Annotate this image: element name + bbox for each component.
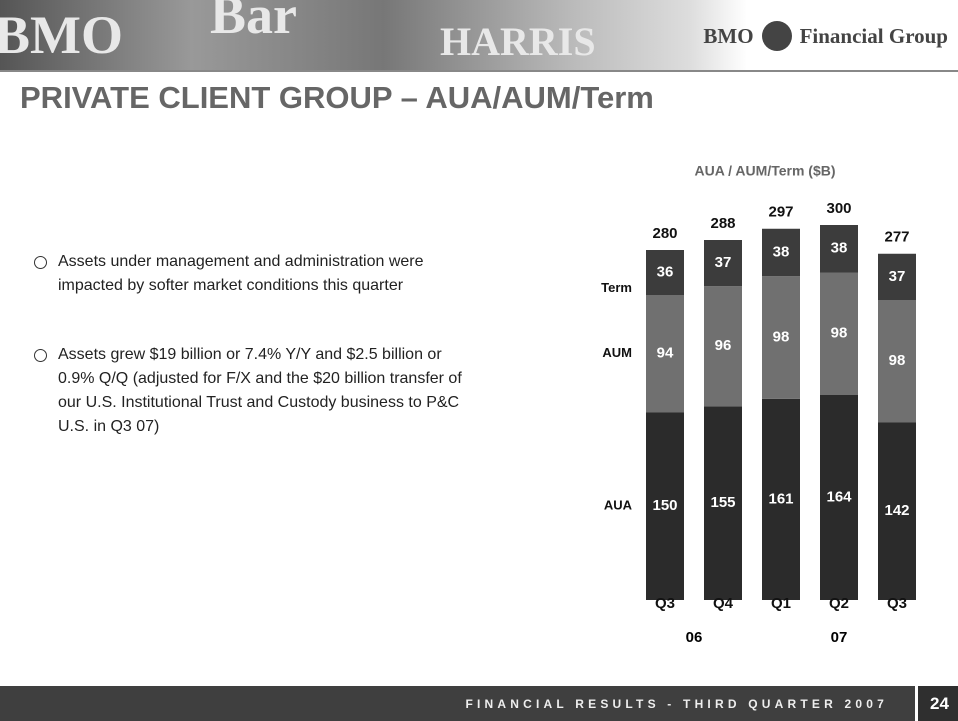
value-label: 98 xyxy=(773,328,790,345)
bar-segment xyxy=(878,253,916,300)
value-label: 37 xyxy=(715,254,732,271)
total-label: 297 xyxy=(768,204,793,221)
value-label: 36 xyxy=(657,263,674,280)
bar-segment xyxy=(762,228,800,277)
bar-segment xyxy=(646,412,684,600)
x-tick-label: Q3 xyxy=(655,595,675,612)
value-label: 164 xyxy=(826,488,852,505)
bar-segment xyxy=(646,250,684,295)
total-label: 280 xyxy=(652,225,677,242)
bar-segment xyxy=(878,422,916,600)
divider xyxy=(0,70,958,72)
bar-segment xyxy=(762,398,800,600)
footer-text: FINANCIAL RESULTS - THIRD QUARTER 2007 xyxy=(465,697,888,711)
series-label: AUM xyxy=(602,345,632,360)
series-label: AUA xyxy=(604,498,633,513)
bar-segment xyxy=(820,225,858,273)
bullet-icon xyxy=(34,349,47,362)
value-label: 94 xyxy=(657,345,674,362)
bar-segment xyxy=(762,276,800,399)
chart-title: AUA / AUM/Term ($B) xyxy=(694,163,835,179)
banner-text: HARRIS xyxy=(440,19,596,64)
value-label: 98 xyxy=(831,325,848,342)
x-tick-label: Q1 xyxy=(771,595,791,612)
value-label: 96 xyxy=(715,337,732,354)
bar-segment xyxy=(820,272,858,395)
bar-segment xyxy=(646,295,684,413)
value-label: 38 xyxy=(773,243,790,260)
total-label: 277 xyxy=(884,229,909,246)
x-tick-label: Q3 xyxy=(887,595,907,612)
bullet: Assets grew $19 billion or 7.4% Y/Y and … xyxy=(58,346,462,435)
logo-text: BMO xyxy=(703,23,754,48)
series-label: Term xyxy=(601,280,632,295)
value-label: 142 xyxy=(884,502,909,519)
x-tick-label: Q4 xyxy=(713,595,734,612)
group-label: 07 xyxy=(831,629,848,646)
x-tick-label: Q2 xyxy=(829,595,849,612)
bullet-icon xyxy=(34,256,47,269)
value-label: 37 xyxy=(889,268,906,285)
value-label: 150 xyxy=(652,497,677,514)
bar-segment xyxy=(704,406,742,600)
bar-segment xyxy=(704,240,742,287)
total-label: 300 xyxy=(826,200,851,217)
total-label: 288 xyxy=(710,215,735,232)
bar-segment xyxy=(820,395,858,600)
value-label: 38 xyxy=(831,240,848,257)
banner-text: BMO xyxy=(0,5,123,65)
bar-segment xyxy=(878,300,916,423)
banner-text: Bar xyxy=(210,0,297,45)
banner: BMO Bar HARRIS xyxy=(0,0,958,70)
logo-icon xyxy=(761,21,792,51)
value-label: 161 xyxy=(768,490,793,507)
footer xyxy=(0,686,958,721)
logo: BMO Financial Group xyxy=(703,14,948,58)
group-label: 06 xyxy=(686,629,703,646)
bar-segment xyxy=(704,286,742,407)
bullet: Assets under management and administrati… xyxy=(58,253,424,294)
slide-title: PRIVATE CLIENT GROUP – AUA/AUM/Term xyxy=(20,80,654,115)
logo-text: Financial Group xyxy=(799,23,948,48)
page-number: 24 xyxy=(915,686,958,721)
value-label: 98 xyxy=(889,352,906,369)
value-label: 155 xyxy=(710,494,735,511)
